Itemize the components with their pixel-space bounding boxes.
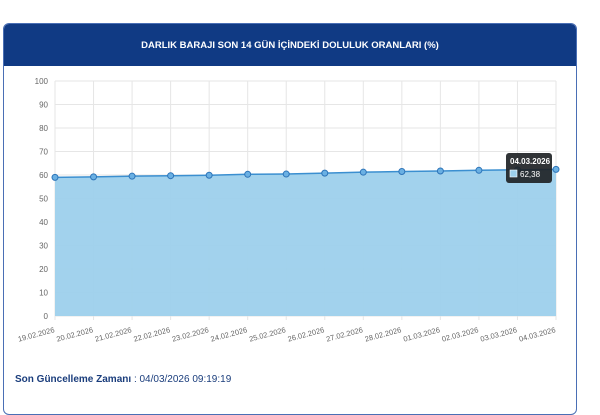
y-tick-label: 70 xyxy=(39,148,48,157)
last-update: Son Güncelleme Zamanı : 04/03/2026 09:19… xyxy=(15,374,231,385)
last-update-label: Son Güncelleme Zamanı xyxy=(15,374,132,385)
x-tick-label: 26.02.2026 xyxy=(287,325,326,343)
x-tick-label: 21.02.2026 xyxy=(94,325,133,343)
data-point xyxy=(398,167,406,175)
x-tick-label: 01.03.2026 xyxy=(402,325,441,343)
data-point xyxy=(436,167,444,175)
x-tick-label: 19.02.2026 xyxy=(17,325,56,343)
data-point xyxy=(244,170,252,178)
y-tick-label: 60 xyxy=(39,171,48,180)
y-tick-label: 40 xyxy=(39,218,48,227)
y-tick-label: 100 xyxy=(35,77,49,86)
x-tick-label: 02.03.2026 xyxy=(441,325,480,343)
y-tick-label: 30 xyxy=(39,242,48,251)
data-point xyxy=(51,173,59,181)
area-fill xyxy=(55,169,556,316)
x-tick-label: 20.02.2026 xyxy=(55,325,94,343)
y-tick-label: 80 xyxy=(39,124,48,133)
x-tick-label: 27.02.2026 xyxy=(325,325,364,343)
x-tick-label: 25.02.2026 xyxy=(248,325,287,343)
x-tick-label: 24.02.2026 xyxy=(210,325,249,343)
data-point xyxy=(128,172,136,180)
y-tick-label: 90 xyxy=(39,101,48,110)
x-tick-label: 23.02.2026 xyxy=(171,325,210,343)
tooltip xyxy=(506,153,552,183)
y-tick-label: 0 xyxy=(44,312,49,321)
data-point xyxy=(282,170,290,178)
data-point xyxy=(475,166,483,174)
series-line xyxy=(54,168,557,179)
y-tick-label: 10 xyxy=(39,289,48,298)
x-tick-label: 03.03.2026 xyxy=(479,325,518,343)
tooltip-value: 62,38 xyxy=(520,170,541,179)
y-tick-label: 50 xyxy=(39,195,48,204)
last-update-value: 04/03/2026 09:19:19 xyxy=(139,374,232,385)
chart: 0 10 20 30 40 50 60 70 80 90 100 19.02.2026 20.02.20… xyxy=(17,77,560,344)
y-tick-label: 20 xyxy=(39,265,48,274)
x-tick-label: 22.02.2026 xyxy=(133,325,172,343)
x-tick-label: 04.03.2026 xyxy=(518,325,557,343)
data-point xyxy=(552,165,560,173)
data-point xyxy=(205,171,213,179)
tooltip-swatch xyxy=(509,169,518,178)
tooltip-title: 04.03.2026 xyxy=(510,157,551,166)
x-tick-label: 28.02.2026 xyxy=(364,325,403,343)
data-point xyxy=(321,169,329,177)
data-point xyxy=(90,173,98,181)
chart-header: DARLIK BARAJI SON 14 GÜN İÇİNDEKİ DOLULU… xyxy=(4,24,576,66)
data-point xyxy=(167,172,175,180)
data-point xyxy=(359,168,367,176)
last-update-separator: : xyxy=(133,374,137,385)
chart-title: DARLIK BARAJI SON 14 GÜN İÇİNDEKİ DOLULU… xyxy=(141,39,439,51)
